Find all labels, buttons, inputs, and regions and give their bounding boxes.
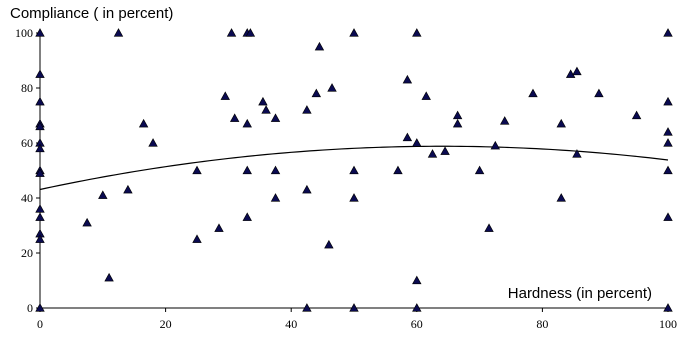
y-tick-label: 80	[21, 81, 33, 95]
data-point	[349, 28, 359, 37]
data-point	[35, 234, 45, 243]
data-point	[35, 143, 45, 153]
data-point	[220, 91, 230, 100]
data-point	[123, 184, 133, 194]
data-point	[663, 138, 673, 147]
data-point	[104, 272, 114, 282]
data-point	[242, 118, 252, 128]
data-point	[663, 212, 673, 221]
data-point	[663, 303, 673, 312]
data-point	[35, 303, 45, 312]
data-point	[452, 110, 463, 120]
data-point	[327, 83, 337, 92]
data-point	[148, 138, 158, 147]
data-point	[484, 223, 494, 232]
data-point	[113, 28, 124, 37]
data-point	[214, 223, 224, 232]
data-point	[314, 41, 325, 51]
data-point	[324, 239, 334, 249]
y-tick-label: 100	[15, 26, 33, 40]
data-point	[226, 28, 237, 37]
data-point	[474, 165, 485, 175]
data-point	[452, 118, 463, 128]
data-point	[302, 303, 312, 312]
data-point	[402, 74, 413, 84]
x-tick-label: 20	[160, 317, 172, 331]
data-point	[270, 193, 281, 202]
data-point	[349, 303, 359, 312]
data-point	[138, 118, 149, 128]
x-axis-label: Hardness (in percent)	[508, 285, 652, 302]
data-point	[412, 138, 422, 147]
trendline	[39, 145, 669, 191]
data-point	[245, 28, 256, 37]
data-point	[440, 146, 450, 155]
data-point	[412, 275, 422, 285]
data-point	[663, 28, 673, 37]
data-point	[35, 168, 45, 177]
data-points	[35, 28, 673, 312]
data-point	[393, 165, 403, 175]
data-point	[192, 165, 202, 175]
y-tick-label: 0	[27, 301, 33, 315]
data-point	[412, 28, 422, 37]
data-point	[572, 66, 582, 76]
data-point	[528, 88, 538, 98]
data-point	[402, 132, 413, 142]
x-tick-label: 80	[536, 317, 548, 331]
data-point	[663, 165, 673, 175]
data-point	[242, 212, 252, 221]
data-point	[556, 193, 566, 202]
data-point	[192, 234, 202, 243]
data-point	[311, 88, 322, 98]
data-point	[35, 96, 45, 106]
x-tick-label: 0	[37, 317, 43, 331]
data-point	[98, 190, 108, 199]
data-point	[572, 149, 582, 158]
y-tick-label: 20	[21, 246, 33, 260]
data-point	[35, 204, 45, 213]
data-point	[412, 303, 422, 312]
x-tick-label: 60	[411, 317, 423, 331]
x-tick-label: 100	[659, 317, 677, 331]
data-point	[35, 69, 45, 78]
data-point	[258, 96, 268, 106]
data-point	[500, 116, 510, 125]
data-point	[349, 193, 359, 202]
data-point	[565, 69, 576, 78]
data-point	[270, 113, 281, 122]
y-tick-label: 60	[21, 136, 33, 150]
data-point	[349, 165, 359, 175]
data-point	[242, 165, 252, 175]
data-point	[35, 121, 45, 131]
x-tick-label: 40	[285, 317, 297, 331]
data-point	[427, 149, 438, 158]
data-point	[35, 28, 45, 37]
data-point	[594, 88, 604, 98]
data-point	[556, 118, 566, 128]
data-point	[82, 217, 92, 227]
data-point	[270, 165, 281, 175]
y-tick-label: 40	[21, 191, 33, 205]
data-point	[35, 212, 45, 221]
data-point	[663, 96, 673, 106]
data-point	[261, 105, 271, 114]
data-point	[663, 127, 673, 136]
data-point	[302, 184, 312, 194]
chart-title: Compliance ( in percent)	[10, 5, 173, 22]
data-point	[421, 91, 431, 100]
axis-ticks: 0 20 40 60 80 100 0 20 40 60 80 100	[15, 26, 677, 331]
data-point	[229, 113, 240, 122]
data-point	[631, 110, 642, 120]
data-point	[302, 105, 312, 114]
data-point	[490, 140, 501, 150]
